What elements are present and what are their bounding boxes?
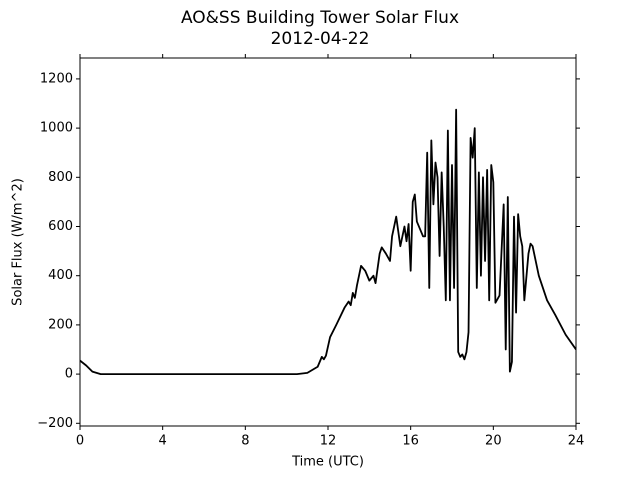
chart-title: AO&SS Building Tower Solar Flux	[181, 8, 459, 28]
y-axis-label: Solar Flux (W/m^2)	[11, 178, 26, 306]
x-tick-label: 4	[159, 434, 167, 449]
y-tick-label: 400	[48, 268, 73, 283]
y-tick-label: 0	[65, 367, 73, 382]
x-tick-label: 20	[485, 434, 502, 449]
x-tick-label: 0	[76, 434, 84, 449]
x-tick-label: 16	[402, 434, 419, 449]
x-axis-label: Time (UTC)	[291, 455, 364, 470]
x-tick-label: 8	[241, 434, 249, 449]
y-tick-label: 1200	[40, 71, 73, 86]
x-tick-label: 12	[320, 434, 337, 449]
x-tick-label: 24	[568, 434, 585, 449]
series-line	[80, 108, 576, 375]
chart-subtitle: 2012-04-22	[271, 29, 370, 49]
plot-frame	[79, 57, 577, 427]
y-tick-label: 600	[48, 219, 73, 234]
y-tick-label: 1000	[40, 121, 73, 136]
y-tick-label: 200	[48, 317, 73, 332]
y-tick-label: 800	[48, 170, 73, 185]
y-tick-label: −200	[37, 416, 73, 431]
